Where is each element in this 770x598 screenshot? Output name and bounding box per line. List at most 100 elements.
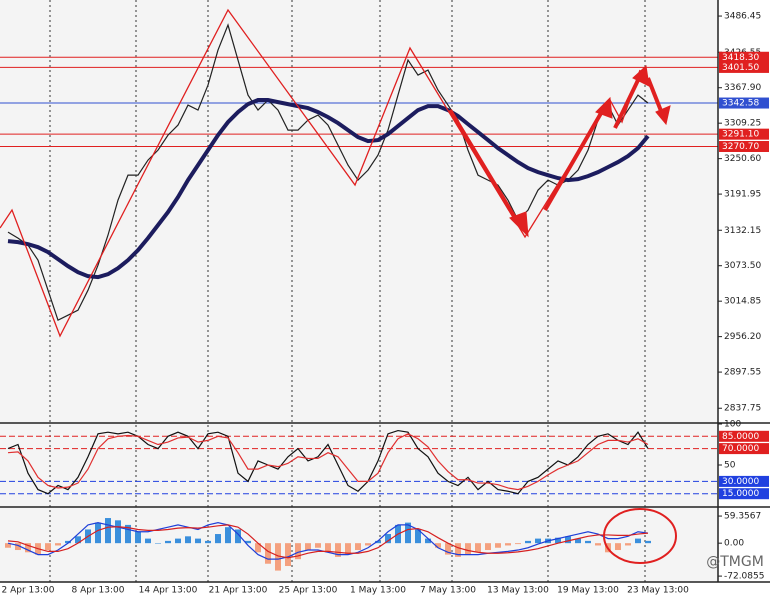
histogram-bar — [555, 537, 561, 544]
x-tick-label: 23 May 13:00 — [627, 586, 689, 596]
histogram-bar — [525, 540, 531, 544]
histogram-bar — [645, 540, 651, 544]
histogram-bar — [625, 543, 631, 546]
level-label-box — [719, 61, 769, 73]
zigzag — [0, 8, 641, 338]
histogram-bar — [245, 540, 251, 544]
y-tick-label: 3132.15 — [724, 226, 761, 236]
arrow — [448, 108, 522, 228]
level-label-box — [719, 443, 769, 455]
highlight-circle — [603, 508, 677, 564]
histogram-bar — [15, 543, 21, 551]
watermark: @TMGM — [706, 554, 764, 570]
level-label: 15.0000 — [722, 489, 759, 499]
histogram-bar — [265, 543, 271, 564]
y-tick-label: -72.0855 — [724, 572, 764, 582]
histogram-bar — [495, 543, 501, 548]
histogram-bar — [95, 522, 101, 544]
histogram-bar — [515, 543, 521, 545]
annotations — [0, 8, 677, 564]
histogram-bar — [405, 522, 411, 544]
histogram-bar — [565, 536, 571, 544]
x-tick-label: 21 Apr 13:00 — [209, 586, 268, 596]
series-line — [7, 98, 650, 280]
y-tick-label: 59.3567 — [724, 512, 761, 522]
level-label: 3270.70 — [722, 142, 759, 152]
arrow-head — [655, 105, 671, 126]
y-tick-label: 3191.95 — [724, 190, 761, 200]
histogram-bar — [215, 534, 221, 544]
arrow-head — [632, 64, 650, 87]
histogram-bar — [365, 543, 371, 546]
x-tick-label: 13 May 13:00 — [487, 586, 549, 596]
histogram-bar — [285, 543, 291, 567]
histogram-bar — [195, 538, 201, 544]
histogram-bar — [635, 538, 641, 544]
histogram-bar — [25, 543, 31, 553]
x-tick-label: 2 Apr 13:00 — [2, 586, 55, 596]
histogram-bar — [445, 543, 451, 555]
histogram-bar — [115, 520, 121, 544]
histogram-bar — [455, 543, 461, 557]
level-label: 30.0000 — [722, 477, 759, 487]
y-tick-label: 100 — [724, 420, 741, 430]
level-label: 3418.30 — [722, 53, 759, 63]
plot-background — [0, 0, 718, 582]
histogram-bar — [475, 543, 481, 553]
histogram-bar — [595, 543, 601, 546]
arrow-head — [509, 211, 529, 238]
histogram-bar — [435, 543, 441, 548]
histogram-bar — [295, 543, 301, 560]
histogram-bar — [165, 540, 171, 544]
x-tick-label: 8 Apr 13:00 — [72, 586, 125, 596]
histogram-bar — [375, 540, 381, 544]
histogram-bar — [135, 531, 141, 544]
arrow-head — [595, 96, 613, 119]
histogram-bar — [415, 529, 421, 544]
x-tick-label: 14 Apr 13:00 — [139, 586, 198, 596]
histogram-bar — [45, 543, 51, 551]
series-line — [7, 524, 649, 559]
y-tick-label: 3014.85 — [724, 297, 761, 307]
y-tick-label: 3486.45 — [724, 12, 761, 22]
histogram-bar — [505, 543, 511, 546]
histogram-bar — [125, 524, 131, 544]
histogram-bar — [385, 534, 391, 544]
histogram-bar — [75, 536, 81, 544]
histogram-bar — [235, 529, 241, 544]
level-label-box — [719, 97, 769, 109]
histogram-bar — [345, 543, 351, 555]
histogram-bar — [155, 543, 161, 544]
histogram-bar — [465, 543, 471, 555]
histogram-bar — [355, 543, 361, 551]
histogram-bar — [185, 536, 191, 544]
x-tick-label: 19 May 13:00 — [557, 586, 619, 596]
level-label-box — [719, 430, 769, 442]
layers — [0, 23, 718, 571]
arrow — [543, 106, 606, 212]
level-label-box — [719, 128, 769, 140]
histogram-bar — [225, 527, 231, 544]
level-label: 70.0000 — [722, 444, 759, 454]
histogram-bar — [485, 543, 491, 551]
panel-borders — [0, 0, 770, 583]
y-tick-label: 0.00 — [724, 539, 744, 549]
histogram-bar — [275, 543, 281, 571]
y-tick-label: 2837.75 — [724, 404, 761, 414]
histogram-bar — [105, 518, 111, 544]
histogram-bar — [5, 543, 11, 548]
level-label: 85.0000 — [722, 432, 759, 442]
histogram-bar — [55, 543, 61, 546]
histogram-bar — [335, 543, 341, 557]
histogram-bar — [575, 538, 581, 544]
series-line — [7, 429, 649, 495]
level-label: 3291.10 — [722, 130, 759, 140]
level-label-box — [719, 475, 769, 487]
histogram-bar — [305, 543, 311, 551]
histogram-bar — [255, 543, 261, 553]
y-tick-label: 3250.60 — [724, 154, 761, 164]
x-tick-label: 1 May 13:00 — [350, 586, 406, 596]
level-label-box — [719, 488, 769, 500]
y-tick-label: 2897.55 — [724, 368, 761, 378]
y-tick-label: 50 — [724, 461, 736, 471]
